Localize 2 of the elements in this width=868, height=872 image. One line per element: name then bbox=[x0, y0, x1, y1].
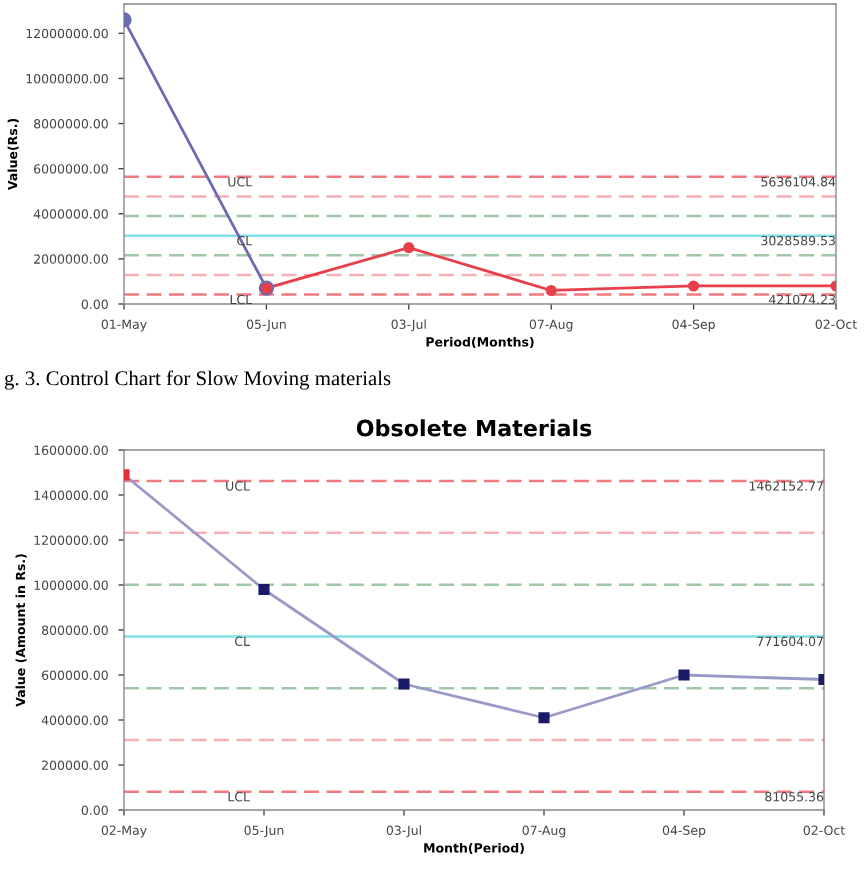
chart-title: Obsolete Materials bbox=[356, 419, 592, 437]
text: g. 3. Control Chart for Slow Moving materials bbox=[4, 370, 391, 390]
